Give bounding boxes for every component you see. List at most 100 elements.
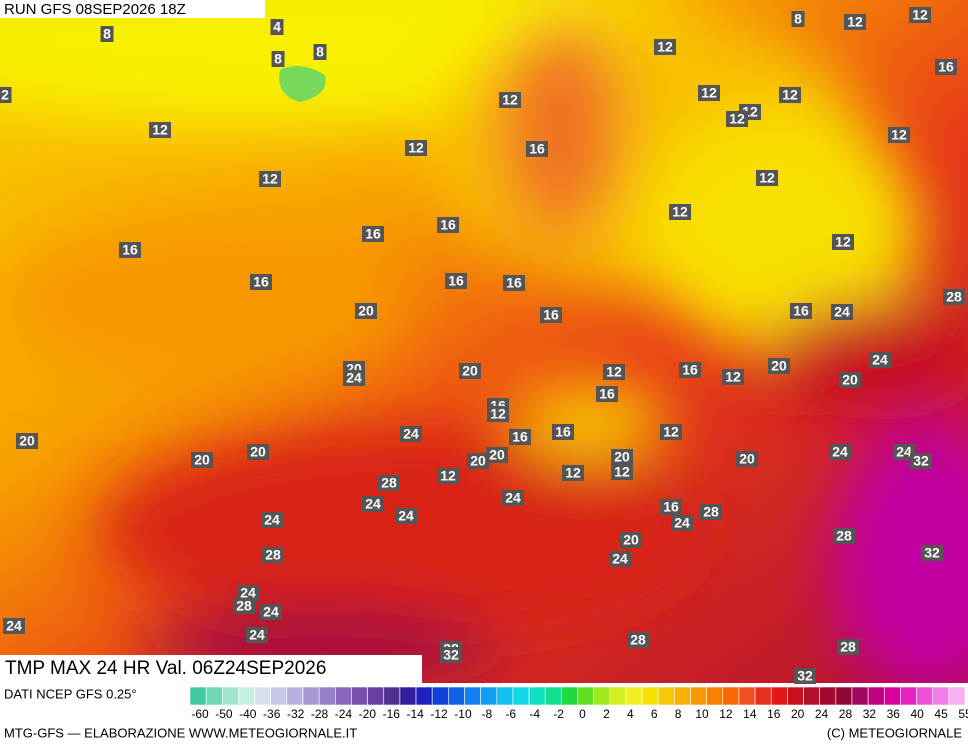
label-box — [437, 468, 459, 484]
legend-tick-label: -40 — [239, 707, 257, 721]
temperature-label: 12 — [502, 92, 518, 108]
legend-swatch — [335, 686, 352, 706]
temperature-label: 12 — [657, 39, 673, 55]
legend-swatch — [851, 686, 869, 706]
label-box — [552, 424, 574, 440]
label-box — [679, 362, 701, 378]
temperature-label: 16 — [122, 242, 138, 258]
legend-tick-label: 8 — [675, 707, 682, 721]
label-box — [921, 545, 943, 561]
label-box — [260, 604, 282, 620]
temperature-label: 20 — [462, 363, 478, 379]
label-box — [736, 451, 758, 467]
legend-tick-label: 12 — [719, 707, 733, 721]
temperature-label: 16 — [506, 275, 522, 291]
label-box — [16, 433, 38, 449]
legend-swatch — [900, 686, 917, 706]
temperature-label: 4 — [273, 19, 281, 35]
temperature-label: 8 — [274, 51, 282, 67]
legend-tick-label: -24 — [335, 707, 353, 721]
legend-tick-label: 0 — [579, 707, 586, 721]
temperature-label: 16 — [543, 307, 559, 323]
legend-tick-label: -50 — [215, 707, 233, 721]
temperature-label: 12 — [606, 364, 622, 380]
label-box — [119, 242, 141, 258]
temperature-label: 32 — [913, 453, 929, 469]
temperature-label: 24 — [398, 508, 414, 524]
legend-swatch — [318, 686, 336, 706]
temperature-label: 20 — [614, 449, 630, 465]
legend-tick-label: 32 — [863, 707, 877, 721]
legend-tick-label: 40 — [911, 707, 925, 721]
source: DATI NCEP GFS 0.25° — [4, 686, 137, 701]
legend-swatch — [835, 686, 853, 706]
legend-tick-label: 2 — [603, 707, 610, 721]
legend: -60 -50 -40 -36 -32 -28 -24 -20 -16 -14 -12 -10 -8 -6… — [189, 686, 968, 721]
label-box — [935, 59, 957, 75]
legend-tick-label: -10 — [454, 707, 472, 721]
label-box — [149, 122, 171, 138]
legend-tick-label: -16 — [383, 707, 401, 721]
temperature-label: 24 — [249, 627, 265, 643]
temperature-label: 12 — [725, 369, 741, 385]
legend-swatch — [544, 686, 562, 706]
temperature-label: 16 — [365, 226, 381, 242]
legend-swatch — [512, 686, 530, 706]
temperature-label: 24 — [674, 515, 690, 531]
label-box — [833, 528, 855, 544]
legend-swatch — [302, 686, 320, 706]
legend-swatch — [431, 686, 449, 706]
temperature-label: 28 — [703, 504, 719, 520]
legend-swatch — [803, 686, 820, 706]
label-box — [259, 171, 281, 187]
legend-tick-label: -8 — [482, 707, 493, 721]
temperature-label: 32 — [443, 647, 459, 663]
temperature-label: 20 — [842, 372, 858, 388]
temperature-label: 12 — [490, 406, 506, 422]
label-box — [499, 92, 521, 108]
label-box — [603, 364, 625, 380]
label-box — [540, 307, 562, 323]
temperature-label: 8 — [103, 26, 111, 42]
legend-tick-label: 36 — [887, 707, 901, 721]
temperature-label: 20 — [771, 358, 787, 374]
temperature-label: 16 — [793, 303, 809, 319]
temperature-label: 24 — [872, 352, 888, 368]
temperature-label: 12 — [782, 87, 798, 103]
legend-swatch — [948, 686, 966, 706]
temperature-label: 28 — [836, 528, 852, 544]
temperature-label: 12 — [729, 111, 745, 127]
temperature-label: 12 — [408, 140, 424, 156]
label-box — [362, 496, 384, 512]
label-box — [829, 444, 851, 460]
label-box — [261, 512, 283, 528]
legend-swatch — [464, 686, 481, 706]
legend-tick-label: 6 — [651, 707, 658, 721]
label-box — [445, 273, 467, 289]
legend-tick-label: 45 — [934, 707, 948, 721]
legend-swatch — [916, 686, 934, 706]
legend-tick-label: 4 — [627, 707, 634, 721]
temperature-label: 12 — [835, 234, 851, 250]
legend-tick-label: 14 — [743, 707, 757, 721]
legend-tick-label: -60 — [191, 707, 209, 721]
temperature-label: 12 — [672, 204, 688, 220]
label-box — [247, 444, 269, 460]
legend-swatch — [238, 686, 255, 706]
temperature-label: 16 — [448, 273, 464, 289]
temperature-label: 28 — [265, 547, 281, 563]
legend-swatch — [351, 686, 368, 706]
legend-swatch — [770, 686, 788, 706]
label-box — [726, 111, 748, 127]
label-box — [270, 19, 284, 35]
legend-tick-label: -14 — [406, 707, 424, 721]
temperature-label: 12 — [663, 424, 679, 440]
temperature-label: 28 — [381, 475, 397, 491]
temperature-label: 20 — [19, 433, 35, 449]
map-title: TMP MAX 24 HR Val. 06Z24SEP2026 — [5, 658, 326, 679]
legend-swatch — [528, 686, 546, 706]
legend-tick-label: -20 — [359, 707, 377, 721]
label-box — [262, 547, 284, 563]
label-box — [526, 141, 548, 157]
